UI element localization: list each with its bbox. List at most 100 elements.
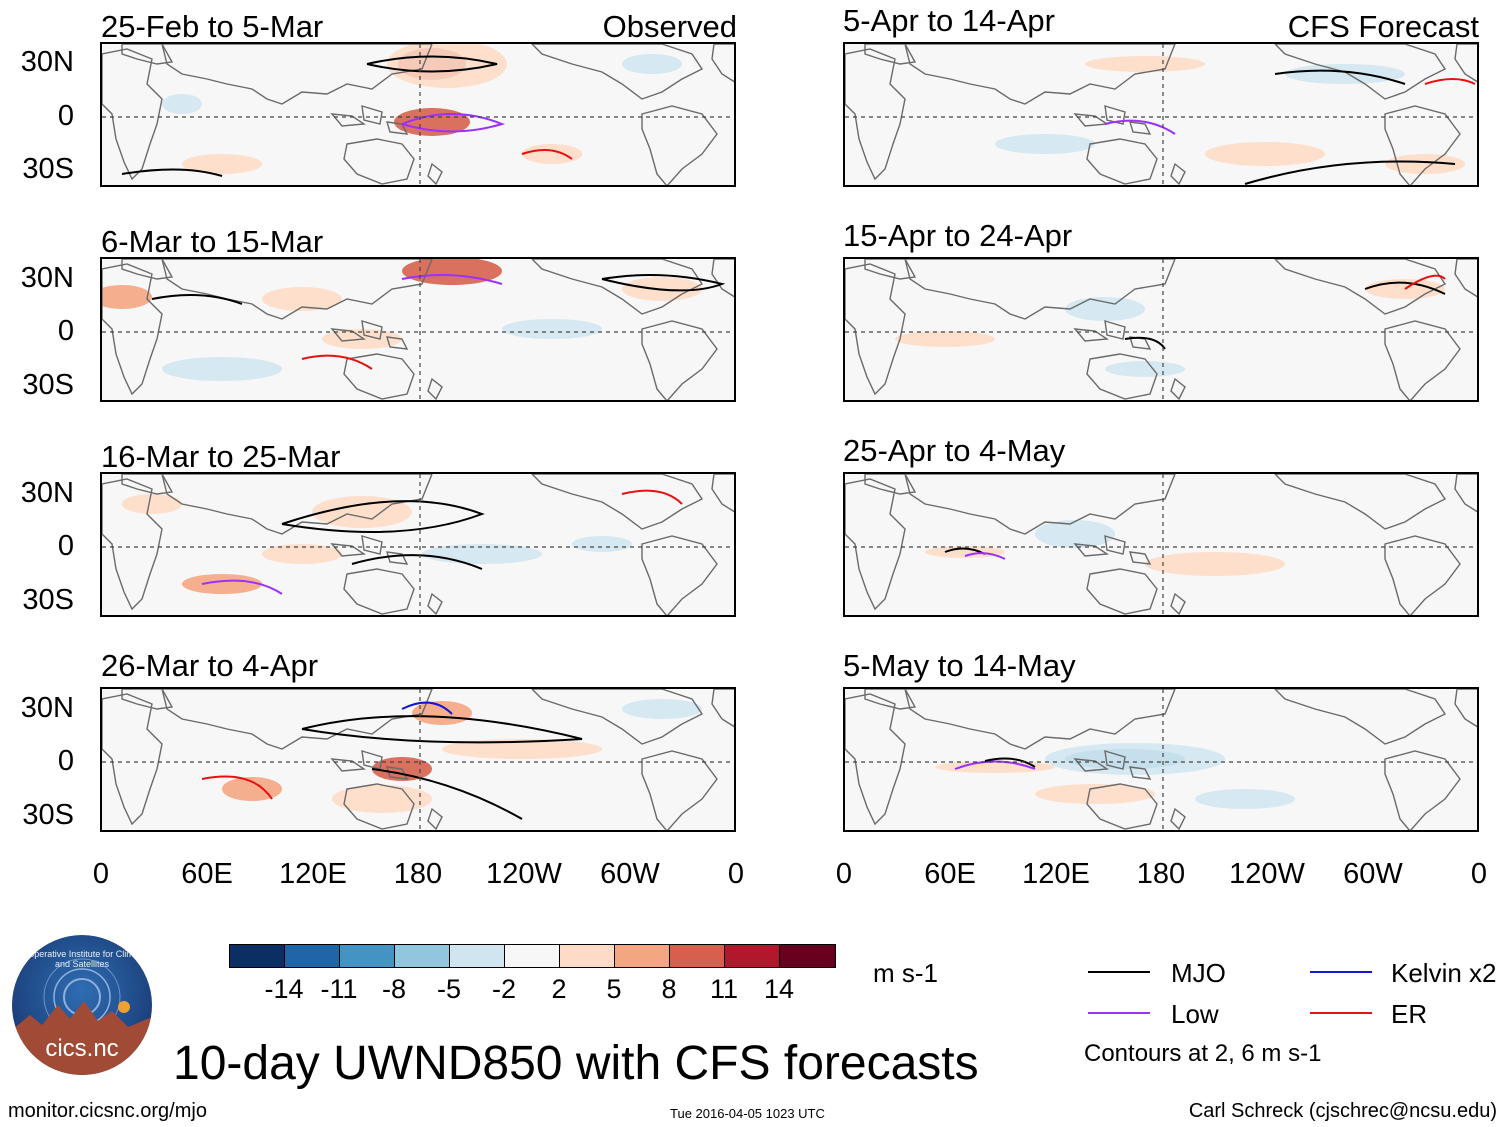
- coastline: [386, 551, 409, 565]
- legend-line-low: [1088, 1012, 1150, 1014]
- coastline: [1384, 320, 1461, 400]
- anomaly-shading: [102, 285, 152, 309]
- coastline: [641, 105, 718, 185]
- anomaly-shading: [895, 331, 995, 347]
- colorbar-tick: -14: [264, 974, 304, 1004]
- coastline: [1384, 535, 1461, 615]
- coastline: [386, 766, 409, 780]
- coastline: [361, 320, 383, 340]
- coastline: [427, 807, 443, 830]
- colorbar-tick: -11: [320, 974, 358, 1004]
- coastline: [343, 783, 415, 830]
- contour-line: [964, 552, 1006, 560]
- contour-line: [201, 775, 273, 800]
- colorbar-swatch: [670, 945, 725, 967]
- lon-label: 0: [835, 858, 853, 890]
- coastline: [904, 689, 1176, 750]
- map-obs-2: [100, 257, 736, 402]
- coastline: [1454, 689, 1477, 728]
- coastline: [1170, 807, 1186, 830]
- coastline: [386, 121, 409, 135]
- colorbar-tick: -8: [381, 974, 407, 1004]
- contour-line: [621, 489, 683, 505]
- lon-label: 0: [1470, 858, 1488, 890]
- credit: Carl Schreck (cjschrec@ncsu.edu): [1188, 1100, 1497, 1122]
- coastline: [904, 44, 1176, 105]
- coastline: [864, 474, 917, 495]
- coastline: [1274, 259, 1447, 315]
- coastline: [427, 592, 443, 615]
- lat-label-30s: 30S: [22, 584, 74, 616]
- coastline: [427, 377, 443, 400]
- anomaly-shading: [332, 785, 432, 813]
- lon-label: 120E: [279, 858, 347, 890]
- anomaly-shading: [925, 546, 1005, 558]
- coastline: [121, 474, 174, 495]
- coastline: [121, 689, 174, 710]
- coastline: [102, 263, 163, 396]
- legend-label-mjo: MJO: [1171, 958, 1226, 988]
- coastline: [711, 259, 734, 298]
- anomaly-shading: [162, 94, 202, 114]
- lon-label: 60E: [181, 858, 233, 890]
- panel-title-obs-4: 26-Mar to 4-Apr: [101, 648, 319, 683]
- coastline: [1086, 353, 1158, 400]
- coastline: [1170, 592, 1186, 615]
- contour-line: [601, 274, 726, 292]
- contour-line: [1274, 69, 1406, 85]
- anomaly-shading: [262, 544, 342, 564]
- contour-line: [401, 113, 506, 133]
- legend-label-low: Low: [1171, 999, 1219, 1029]
- panel-title-fcst-1: 5-Apr to 14-Apr: [843, 3, 1055, 38]
- coastline: [1073, 543, 1110, 557]
- panel-title-fcst-4: 5-May to 14-May: [843, 648, 1076, 683]
- coastline: [864, 44, 917, 65]
- anomaly-shading: [1035, 784, 1155, 804]
- source-url[interactable]: monitor.cicsnc.org/mjo: [8, 1100, 207, 1122]
- lon-label: 180: [393, 858, 443, 890]
- coastline: [1384, 750, 1461, 830]
- anomaly-shading: [1145, 552, 1285, 576]
- anomaly-shading: [1085, 56, 1205, 72]
- map-fcst-4: [843, 687, 1479, 832]
- lon-label: 0: [92, 858, 110, 890]
- coastline: [845, 693, 906, 826]
- panel-title-fcst-3: 25-Apr to 4-May: [843, 433, 1066, 468]
- anomaly-shading: [572, 536, 632, 552]
- contour-line: [371, 768, 523, 820]
- lat-label-30s: 30S: [22, 799, 74, 831]
- anomaly-shading: [412, 701, 472, 725]
- coastline: [1454, 259, 1477, 298]
- coastline: [1073, 758, 1110, 772]
- anomaly-shading: [262, 287, 342, 311]
- map-fcst-2: [843, 257, 1479, 402]
- contour-line: [301, 354, 373, 370]
- coastline: [711, 689, 734, 728]
- coastline: [1129, 766, 1152, 780]
- panel-title-obs-3: 16-Mar to 25-Mar: [101, 439, 341, 474]
- anomaly-shading: [622, 699, 702, 719]
- colorbar-swatch: [395, 945, 450, 967]
- coastline: [1104, 535, 1126, 555]
- anomaly-shading: [402, 259, 502, 285]
- coastline: [121, 44, 174, 65]
- contour-line: [1104, 119, 1176, 135]
- timestamp: Tue 2016-04-05 1023 UTC: [670, 1106, 825, 1121]
- contour-line: [1404, 274, 1446, 290]
- coastline: [102, 693, 163, 826]
- contour-line: [281, 500, 485, 533]
- coastline: [361, 535, 383, 555]
- logo-mountains-icon: [12, 958, 152, 1075]
- contour-line: [151, 294, 243, 305]
- coastline: [845, 263, 906, 396]
- contour-line: [1244, 160, 1456, 185]
- coastline: [1073, 113, 1110, 127]
- coastline: [343, 138, 415, 185]
- colorbar: [229, 944, 836, 968]
- contour-line: [1424, 78, 1476, 85]
- cics-logo: Cooperative Institute for Climate and Sa…: [12, 935, 152, 1075]
- coastline: [904, 474, 1176, 535]
- coastline: [1274, 689, 1447, 745]
- lat-label-30s: 30S: [22, 369, 74, 401]
- colorbar-swatch: [505, 945, 560, 967]
